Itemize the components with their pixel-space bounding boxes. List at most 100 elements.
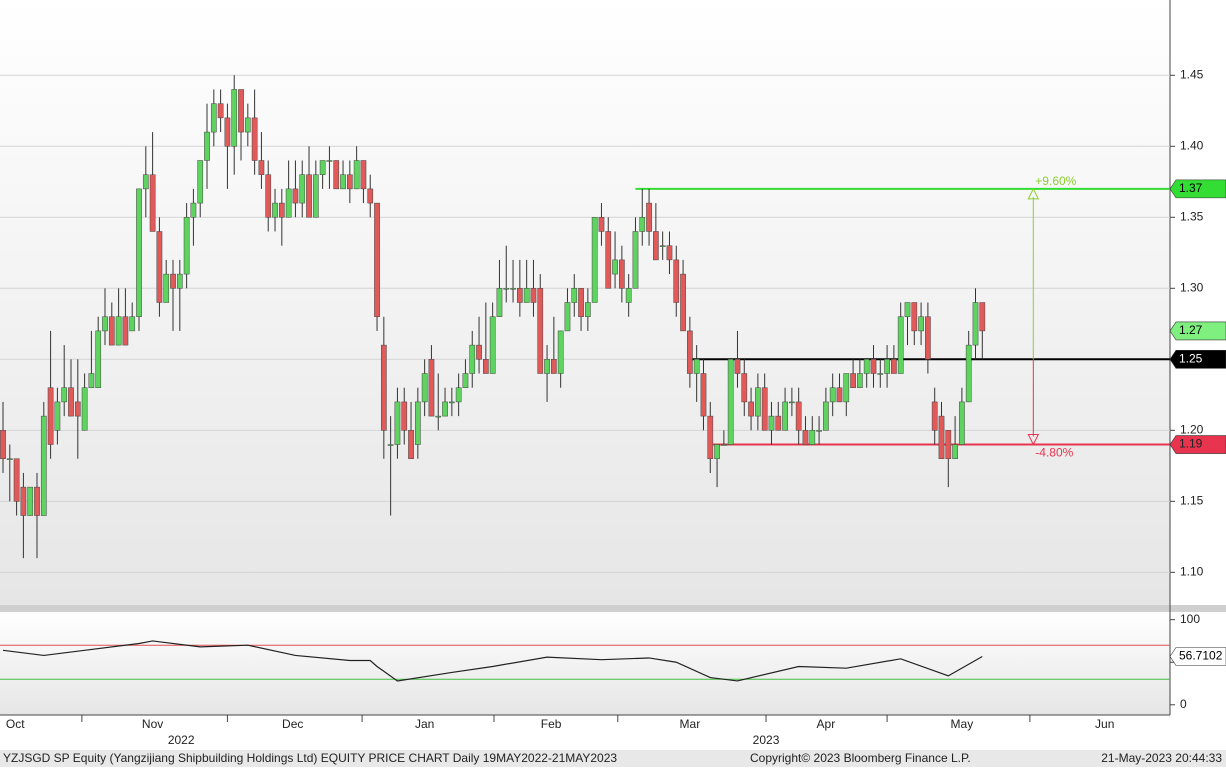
candle-body [469, 344, 476, 374]
candle-body [278, 202, 285, 218]
x-tick-label: Feb [541, 717, 562, 731]
candle-body [755, 387, 761, 417]
candle-body [88, 373, 95, 388]
candle-body [292, 188, 299, 204]
candle-body [741, 373, 748, 403]
rsi-tick-label: 0 [1180, 697, 1187, 711]
candle-body [897, 316, 904, 374]
rsi-last-tag-box [1169, 647, 1226, 666]
candle-body [714, 444, 720, 459]
panel-divider [0, 605, 1226, 612]
candle-body [700, 373, 707, 417]
candle-body [931, 401, 938, 431]
x-tick-label: Nov [142, 717, 163, 731]
candle-body [231, 89, 238, 147]
candle-body [387, 444, 394, 446]
candle-body [632, 231, 639, 289]
candle-body [136, 188, 142, 317]
candle-body [619, 259, 625, 289]
candle-body [251, 117, 258, 161]
candle-body [904, 302, 911, 317]
level-tag: 1.19 [1179, 437, 1203, 451]
candle-body [13, 458, 20, 502]
candle-body [693, 359, 700, 374]
down-arrow-head [1027, 434, 1040, 446]
candle-body [489, 316, 496, 374]
x-tick-label: Oct [6, 717, 25, 731]
candle-body [585, 302, 591, 317]
candle-body [496, 288, 503, 317]
level-tag-box [1169, 350, 1226, 369]
candle-body [455, 387, 462, 403]
candle-body [789, 401, 795, 404]
candle-body [360, 160, 367, 190]
candle-body [666, 245, 673, 261]
candle-body [598, 217, 605, 232]
candle-body [462, 373, 469, 388]
candle-body [442, 401, 448, 417]
candle-body [809, 430, 816, 445]
up-arrow-head [1027, 187, 1040, 200]
candle-body [673, 259, 680, 303]
candle-body [836, 387, 843, 403]
candle-body [61, 387, 68, 403]
footer-left: YZJSGD SP Equity (Yangzijiang Shipbuildi… [3, 751, 617, 765]
footer-center: Copyright© 2023 Bloomberg Finance L.P. [750, 751, 971, 765]
candle-body [265, 174, 272, 218]
y-tick-label: 1.10 [1180, 565, 1204, 579]
candle-body [408, 430, 414, 459]
candle-body [925, 316, 931, 360]
candle-body [707, 415, 714, 459]
candle-body [197, 160, 204, 204]
candle-body [108, 316, 115, 346]
plot-area [0, 0, 1170, 605]
candle-body [523, 288, 530, 303]
candle-body [81, 387, 88, 431]
x-tick-label: Mar [680, 717, 701, 731]
candle-body [612, 259, 618, 275]
y-tick-label: 1.45 [1180, 67, 1204, 81]
last-price-tag: 1.27 [1179, 323, 1203, 337]
candle-body [414, 401, 421, 445]
footer-right: 21-May-2023 20:44:33 [1101, 751, 1222, 765]
year-label: 2023 [753, 733, 780, 747]
candle-body [952, 444, 958, 459]
candle-body [802, 430, 809, 445]
candle-body [959, 401, 965, 445]
y-tick-label: 1.35 [1180, 209, 1204, 223]
candle-body [782, 401, 788, 431]
candle-body [795, 401, 802, 431]
candle-body [353, 160, 360, 190]
candle-body [775, 415, 782, 431]
candle-body [333, 160, 340, 190]
candle-body [938, 415, 945, 459]
rsi-last-tag: 56.7102 [1179, 649, 1223, 663]
candle-body [476, 344, 482, 360]
candle-body [204, 131, 210, 161]
footer-bar [0, 750, 1226, 767]
change-label: -4.80% [1035, 446, 1073, 460]
candle-body [435, 415, 442, 418]
candle-body [516, 288, 523, 303]
candle-body [734, 359, 741, 374]
candle-body [285, 188, 292, 218]
candle-body [272, 202, 278, 218]
candle-body [156, 231, 163, 303]
candle-body [183, 217, 190, 275]
last-price-tag-box [1169, 321, 1226, 341]
candle-body [646, 202, 652, 232]
candle-body [625, 288, 632, 303]
y-tick-label: 1.30 [1180, 280, 1204, 294]
x-tick-label: Dec [282, 717, 303, 731]
level-tag-box [1169, 435, 1226, 454]
candle-body [170, 273, 176, 289]
y-tick-label: 1.40 [1180, 138, 1204, 152]
candle-body [557, 330, 564, 374]
candle-body [653, 231, 659, 261]
candle-body [829, 387, 836, 403]
candle-body [122, 316, 129, 346]
candle-body [129, 316, 136, 332]
candle-body [74, 401, 81, 417]
candle-body [40, 415, 47, 516]
candle-body [857, 373, 863, 388]
